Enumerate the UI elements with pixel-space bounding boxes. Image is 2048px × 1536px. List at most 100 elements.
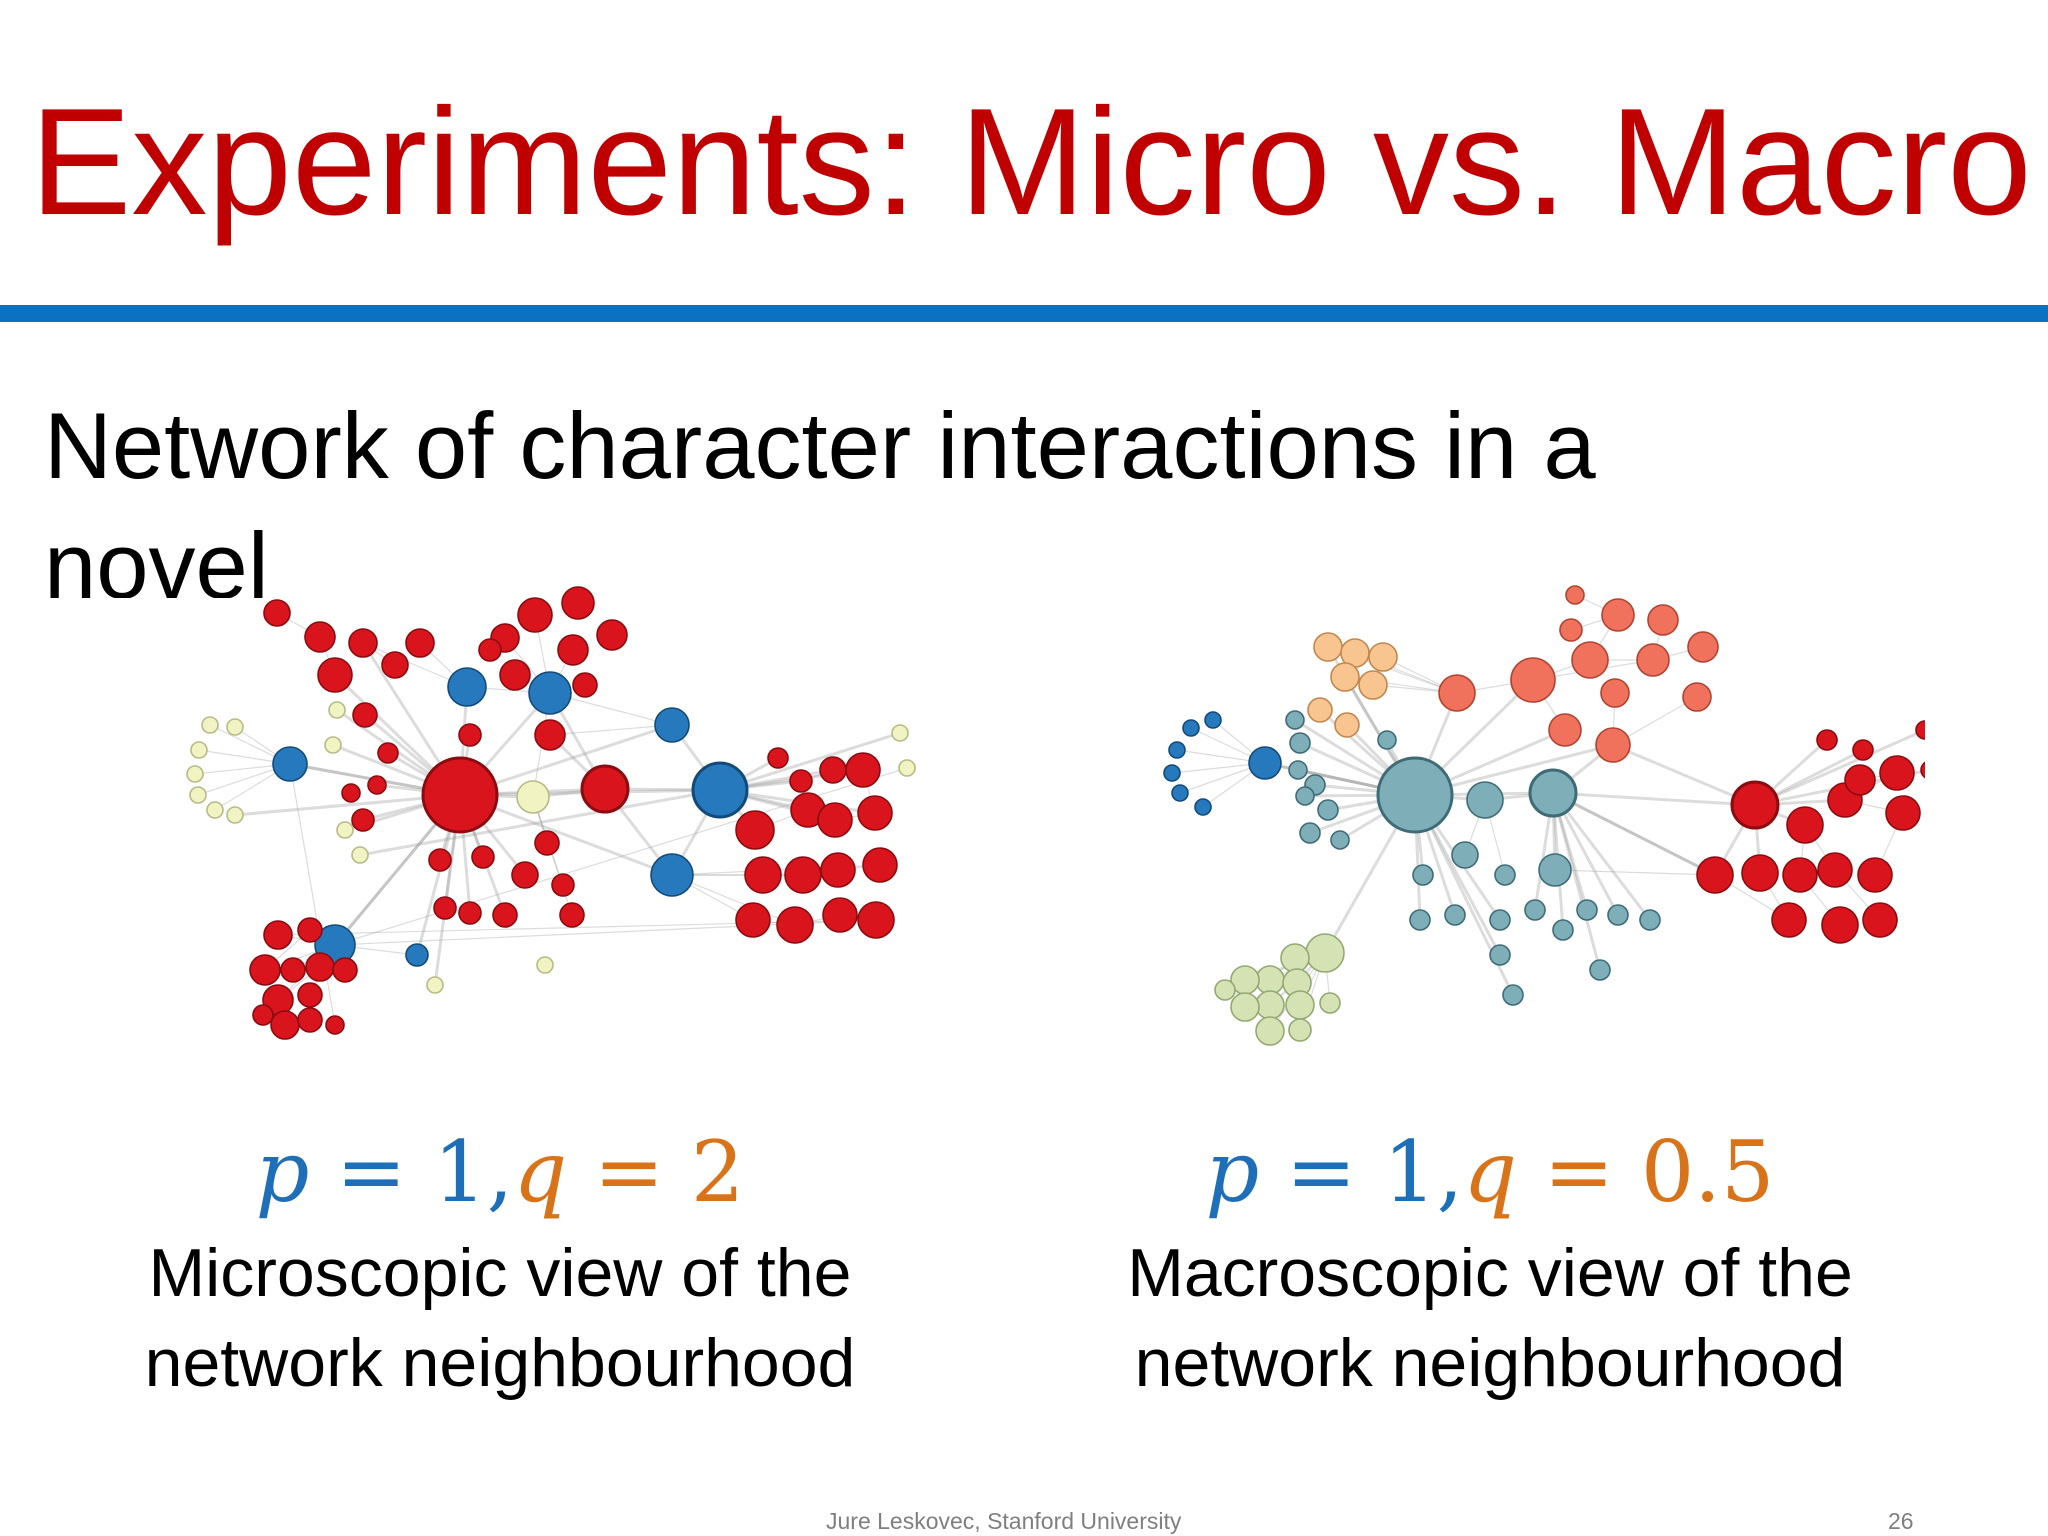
graph-node — [1334, 712, 1360, 738]
graph-node — [263, 599, 291, 627]
graph-edge — [1552, 791, 1716, 877]
graph-node — [201, 716, 219, 734]
network-graph-microscopic — [186, 586, 916, 1040]
graph-edge — [1554, 869, 1716, 876]
graph-node — [898, 759, 916, 777]
graph-node — [1489, 944, 1511, 966]
graph-node — [186, 765, 204, 783]
graph-node — [1489, 909, 1511, 931]
network-graph-macroscopic — [1163, 585, 1925, 1046]
parameter-formula-right: p = 1,q = 0.5 — [1130, 1130, 1850, 1214]
graph-node — [226, 718, 244, 736]
graph-node — [1466, 781, 1504, 819]
parameter-formula-left: p = 1,q = 2 — [150, 1130, 850, 1214]
graph-node — [1816, 729, 1838, 751]
graph-node — [1915, 720, 1925, 740]
graph-edge — [1754, 728, 1925, 807]
graph-node — [1330, 830, 1350, 850]
graph-node — [317, 657, 353, 693]
param-p-value: 1 — [433, 1123, 487, 1221]
graph-node — [857, 795, 893, 831]
graph-node — [1163, 764, 1181, 782]
graph-edge — [1551, 792, 1602, 971]
graph-node — [351, 846, 369, 864]
graph-node — [426, 976, 444, 994]
graph-node — [559, 902, 585, 928]
graph-node — [1647, 604, 1679, 636]
graph-edge — [719, 731, 901, 792]
graph-node — [263, 920, 293, 950]
graph-node — [744, 856, 782, 894]
footer-credit: Jure Leskovec, Stanford University — [826, 1508, 1182, 1534]
graph-node — [1317, 799, 1339, 821]
graph-node — [1502, 984, 1524, 1006]
graph-node — [767, 747, 789, 769]
graph-node — [226, 806, 244, 824]
graph-edge — [1551, 792, 1652, 921]
graph-node — [433, 896, 457, 920]
graph-edge — [289, 763, 336, 1026]
graph-node — [1313, 632, 1343, 662]
param-p-equals: = — [1259, 1123, 1384, 1221]
graph-edge — [1552, 791, 1716, 877]
caption-macroscopic: Macroscopic view of the network neighbou… — [1127, 1235, 1853, 1401]
graph-edge — [277, 919, 877, 936]
right-graph-nodes — [1163, 585, 1925, 1046]
graph-node — [1409, 909, 1431, 931]
graph-edge — [359, 788, 721, 857]
graph-node — [776, 906, 814, 944]
graph-node — [272, 746, 308, 782]
graph-node — [1600, 678, 1630, 708]
graph-node — [891, 724, 909, 742]
graph-node — [735, 810, 775, 850]
graph-node — [1852, 739, 1874, 761]
graph-node — [820, 852, 856, 888]
graph-node — [1288, 760, 1308, 780]
graph-node — [1844, 764, 1876, 796]
graph-edge — [671, 874, 796, 926]
graph-node — [1607, 904, 1629, 926]
graph-node — [1171, 784, 1189, 802]
graph-node — [1696, 856, 1734, 894]
graph-node — [551, 873, 575, 897]
graph-node — [297, 1007, 323, 1033]
graph-node — [297, 917, 323, 943]
graph-node — [1601, 598, 1635, 632]
graph-node — [1817, 852, 1853, 888]
lead-text: Network of character interactions in a n… — [44, 393, 1596, 598]
graph-node — [817, 802, 853, 838]
graph-node — [1552, 919, 1574, 941]
graph-node — [1682, 682, 1712, 712]
graph-node — [1305, 933, 1345, 973]
param-p-equals: = — [309, 1123, 434, 1221]
graph-node — [1214, 979, 1236, 1001]
graph-node — [328, 701, 346, 719]
graph-node — [332, 957, 358, 983]
graph-node — [1559, 618, 1583, 642]
graph-node — [534, 719, 566, 751]
graph-node — [471, 845, 495, 869]
graph-node — [1639, 909, 1661, 931]
graph-node — [557, 634, 589, 666]
graph-node — [1741, 854, 1779, 892]
graph-node — [1595, 727, 1631, 763]
title-divider — [0, 305, 2048, 322]
graph-node — [784, 856, 822, 894]
graph-node — [1687, 631, 1719, 663]
graph-node — [691, 761, 749, 819]
graph-node — [789, 769, 813, 793]
graph-node — [1524, 899, 1546, 921]
graph-node — [1444, 904, 1466, 926]
graph-node — [189, 786, 207, 804]
graph-node — [381, 651, 409, 679]
graph-node — [1377, 730, 1397, 750]
param-q-equals: = — [1517, 1123, 1641, 1221]
slide-title: Experiments: Micro vs. Macro — [30, 77, 2032, 247]
graph-node — [1885, 795, 1921, 831]
graph-node — [1451, 841, 1479, 869]
graph-node — [1255, 990, 1285, 1020]
graph-node — [1538, 853, 1572, 887]
graph-node — [190, 741, 208, 759]
graph-node — [561, 586, 595, 620]
graph-node — [1782, 857, 1818, 893]
